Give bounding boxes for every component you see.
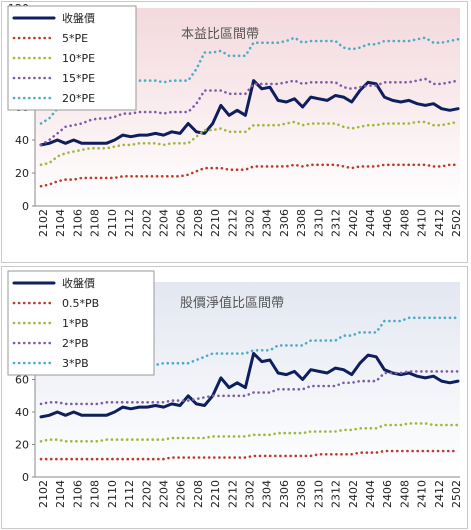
x-tick-label: 2410 <box>416 480 429 508</box>
y-tick-label: 0 <box>22 200 29 213</box>
x-tick-label: 2106 <box>71 480 84 508</box>
series-line-1 <box>39 449 460 461</box>
x-tick-label: 2306 <box>278 480 291 508</box>
pe-band-chart: 0204060801001202102210421062108211021122… <box>7 2 463 237</box>
series-line-3 <box>39 77 460 147</box>
x-tick-label: 2412 <box>433 480 446 508</box>
x-tick-label: 2408 <box>398 480 411 508</box>
x-tick-label: 2404 <box>364 209 377 237</box>
series-line-0 <box>39 79 460 147</box>
x-tick-label: 2402 <box>347 480 360 508</box>
series-line-2 <box>39 422 460 443</box>
x-tick-label: 2202 <box>140 209 153 237</box>
pe-band-chart-panel: 0204060801001202102210421062108211021122… <box>1 1 468 263</box>
series-line-1 <box>39 163 460 188</box>
x-tick-label: 2306 <box>278 209 291 237</box>
x-tick-label: 2112 <box>123 209 136 237</box>
legend-label: 收盤價 <box>62 276 95 290</box>
x-tick-label: 2104 <box>54 209 67 237</box>
y-tick-label: 20 <box>15 439 29 452</box>
x-tick-label: 2204 <box>157 209 170 237</box>
series-line-2 <box>39 120 460 167</box>
x-tick-label: 2206 <box>175 480 188 508</box>
x-tick-label: 2312 <box>330 209 343 237</box>
pb-band-chart: 0204060801001202102210421062108211021122… <box>7 270 463 508</box>
x-tick-label: 2110 <box>106 209 119 237</box>
x-tick-label: 2408 <box>398 209 411 237</box>
legend: 收盤價 5*PE 10*PE 15*PE 20*PE <box>7 5 137 111</box>
x-tick-label: 2212 <box>226 480 239 508</box>
x-tick-label: 2302 <box>244 480 257 508</box>
y-tick-label: 60 <box>15 374 29 387</box>
legend-label: 20*PE <box>62 92 95 105</box>
x-tick-label: 2308 <box>295 209 308 237</box>
y-tick-label: 40 <box>15 406 29 419</box>
x-tick-label: 2108 <box>89 209 102 237</box>
x-tick-label: 2206 <box>175 209 188 237</box>
x-tick-label: 2412 <box>433 209 446 237</box>
legend-label: 10*PE <box>62 52 95 65</box>
x-tick-label: 2302 <box>244 209 257 237</box>
x-tick-label: 2304 <box>261 209 274 237</box>
x-tick-label: 2404 <box>364 480 377 508</box>
legend-label: 3*PB <box>62 357 89 370</box>
legend-label: 15*PE <box>62 72 95 85</box>
x-tick-label: 2210 <box>209 209 222 237</box>
x-tick-label: 2204 <box>157 480 170 508</box>
legend-label: 2*PB <box>62 337 89 350</box>
x-tick-label: 2208 <box>192 209 205 237</box>
x-tick-label: 2406 <box>381 480 394 508</box>
pb-band-chart-panel: 0204060801001202102210421062108211021122… <box>1 266 468 529</box>
x-tick-label: 2308 <box>295 480 308 508</box>
legend-label: 0.5*PB <box>62 297 99 310</box>
x-tick-label: 2310 <box>312 209 325 237</box>
x-tick-label: 2210 <box>209 480 222 508</box>
x-tick-label: 2112 <box>123 480 136 508</box>
x-tick-label: 2406 <box>381 209 394 237</box>
series-line-3 <box>39 370 460 406</box>
x-tick-label: 2402 <box>347 209 360 237</box>
x-tick-label: 2110 <box>106 480 119 508</box>
chart-title: 本益比區間帶 <box>181 27 259 42</box>
x-tick-label: 2502 <box>450 209 463 237</box>
x-tick-label: 2502 <box>450 480 463 508</box>
y-tick-label: 0 <box>22 471 29 484</box>
x-tick-label: 2304 <box>261 480 274 508</box>
x-tick-label: 2410 <box>416 209 429 237</box>
y-tick-label: 20 <box>15 167 29 180</box>
x-tick-label: 2212 <box>226 209 239 237</box>
x-tick-label: 2208 <box>192 480 205 508</box>
legend-label: 1*PB <box>62 317 89 330</box>
x-tick-label: 2108 <box>89 480 102 508</box>
legend-label: 收盤價 <box>62 11 95 25</box>
chart-title: 股價淨值比區間帶 <box>180 295 284 311</box>
x-tick-label: 2102 <box>37 480 50 508</box>
legend-label: 5*PE <box>62 32 88 45</box>
x-tick-label: 2312 <box>330 480 343 508</box>
x-tick-label: 2310 <box>312 480 325 508</box>
y-tick-label: 40 <box>15 134 29 147</box>
legend: 收盤價 0.5*PB 1*PB 2*PB 3*PB <box>7 270 155 376</box>
x-tick-label: 2202 <box>140 480 153 508</box>
series-line-0 <box>39 352 460 419</box>
x-tick-label: 2102 <box>37 209 50 237</box>
x-tick-label: 2104 <box>54 480 67 508</box>
x-tick-label: 2106 <box>71 209 84 237</box>
